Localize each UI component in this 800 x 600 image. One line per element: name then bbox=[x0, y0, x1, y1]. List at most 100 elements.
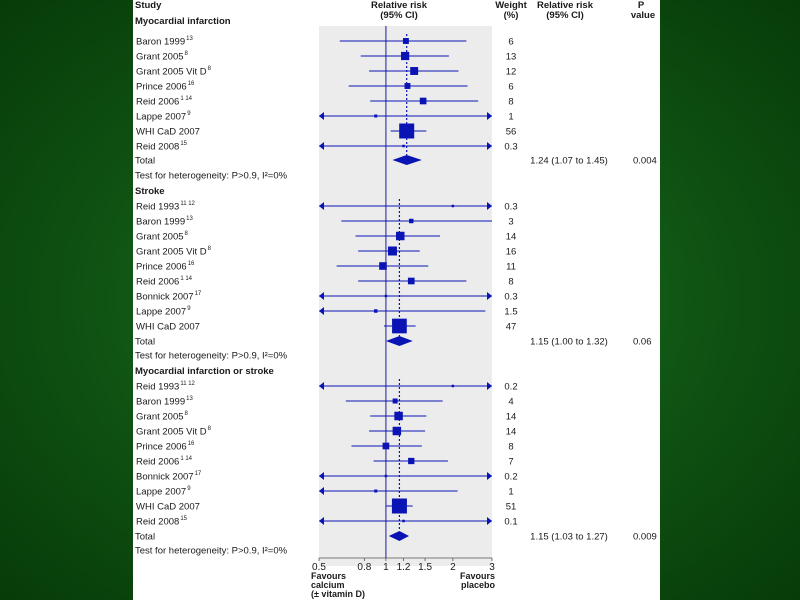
section-title: Myocardial infarction bbox=[135, 16, 231, 27]
total-label: Total bbox=[135, 337, 155, 348]
favours-left-line1: Favours bbox=[311, 571, 346, 581]
ci-arrow-left bbox=[319, 307, 324, 315]
study-name: Bonnick 2007 bbox=[136, 292, 194, 303]
study-name: Reid 2006 bbox=[136, 97, 179, 108]
study-weight: 1 bbox=[508, 487, 513, 498]
study-weight: 6 bbox=[508, 82, 513, 93]
study-weight: 12 bbox=[506, 67, 517, 78]
study-marker bbox=[419, 97, 427, 105]
study-row: Lappe 2007 9 1 bbox=[136, 486, 514, 498]
study-reference: 8 bbox=[208, 66, 212, 72]
study-marker bbox=[396, 231, 405, 241]
study-marker bbox=[410, 67, 419, 75]
study-weight: 14 bbox=[506, 427, 517, 438]
study-reference: 11 12 bbox=[180, 201, 195, 207]
study-weight: 0.2 bbox=[504, 382, 517, 393]
header-study: Study bbox=[135, 0, 162, 11]
header-rrtext-line1: Relative risk bbox=[537, 0, 594, 11]
study-weight: 13 bbox=[506, 52, 517, 63]
study-weight: 8 bbox=[508, 97, 513, 108]
study-marker bbox=[391, 498, 407, 514]
study-weight: 0.1 bbox=[504, 517, 517, 528]
study-weight: 3 bbox=[508, 217, 513, 228]
study-reference: 16 bbox=[188, 261, 195, 267]
study-reference: 1 14 bbox=[180, 96, 192, 102]
study-name: Reid 2008 bbox=[136, 142, 179, 153]
ci-arrow-right bbox=[487, 112, 492, 120]
study-weight: 0.3 bbox=[504, 202, 517, 213]
study-marker bbox=[379, 262, 387, 270]
x-tick-label: 0.5 bbox=[312, 562, 326, 573]
total-label: Total bbox=[135, 156, 155, 167]
study-row: Baron 1999 13 4 bbox=[136, 396, 514, 408]
study-weight: 6 bbox=[508, 37, 513, 48]
study-reference: 9 bbox=[187, 306, 191, 312]
ci-arrow-right bbox=[487, 517, 492, 525]
study-weight: 7 bbox=[508, 457, 513, 468]
study-name: Baron 1999 bbox=[136, 217, 185, 228]
study-reference: 1 14 bbox=[180, 276, 192, 282]
study-name: Prince 2006 bbox=[136, 262, 187, 273]
favours-left-line3: (± vitamin D) bbox=[311, 589, 365, 599]
study-reference: 15 bbox=[180, 141, 187, 147]
study-name: Lappe 2007 bbox=[136, 487, 186, 498]
header-weight-line1: Weight bbox=[495, 0, 527, 11]
study-row: Reid 1993 11 12 0.2 bbox=[136, 381, 518, 393]
study-marker bbox=[407, 277, 415, 285]
study-weight: 56 bbox=[506, 127, 517, 138]
study-row: Reid 2006 1 14 8 bbox=[136, 276, 514, 288]
ci-arrow-left bbox=[319, 487, 324, 495]
header-weight-line2: (%) bbox=[504, 10, 519, 21]
study-row: Reid 1993 11 12 0.3 bbox=[136, 201, 518, 213]
study-weight: 0.3 bbox=[504, 142, 517, 153]
study-row: Grant 2005 Vit D 8 14 bbox=[136, 426, 516, 438]
x-tick-label: 3 bbox=[489, 562, 495, 573]
total-label: Total bbox=[135, 532, 155, 543]
total-rr-text: 1.24 (1.07 to 1.45) bbox=[530, 156, 608, 167]
study-reference: 8 bbox=[185, 51, 189, 57]
ci-arrow-left bbox=[319, 382, 324, 390]
heterogeneity-test: Test for heterogeneity: P>0.9, I²=0% bbox=[135, 351, 288, 362]
study-row: Grant 2005 8 14 bbox=[136, 231, 516, 243]
total-diamond bbox=[385, 336, 413, 346]
study-reference: 13 bbox=[186, 36, 193, 42]
study-reference: 9 bbox=[187, 111, 191, 117]
total-diamond bbox=[388, 531, 410, 541]
total-p-value: 0.004 bbox=[633, 156, 657, 167]
study-marker bbox=[408, 457, 415, 465]
heterogeneity-test: Test for heterogeneity: P>0.9, I²=0% bbox=[135, 171, 288, 182]
ci-arrow-right bbox=[487, 142, 492, 150]
study-name: Baron 1999 bbox=[136, 397, 185, 408]
study-marker bbox=[409, 218, 414, 224]
header-rr-line2: (95% CI) bbox=[380, 10, 417, 21]
study-weight: 0.3 bbox=[504, 292, 517, 303]
study-marker bbox=[392, 426, 402, 436]
study-weight: 4 bbox=[508, 397, 513, 408]
study-reference: 8 bbox=[208, 246, 212, 252]
total-rr-text: 1.15 (1.03 to 1.27) bbox=[530, 532, 608, 543]
study-row: Reid 2006 1 14 8 bbox=[136, 96, 514, 108]
study-name: Reid 2006 bbox=[136, 457, 179, 468]
total-p-value: 0.06 bbox=[633, 337, 652, 348]
study-row: Reid 2008 15 0.1 bbox=[136, 516, 518, 528]
study-marker bbox=[404, 83, 411, 89]
study-row: WHI CaD 2007 51 bbox=[136, 498, 516, 514]
study-weight: 0.2 bbox=[504, 472, 517, 483]
study-marker bbox=[392, 398, 398, 404]
study-row: Baron 1999 13 3 bbox=[136, 216, 514, 228]
x-tick-label: 1 bbox=[383, 562, 389, 573]
favours-right-line1: Favours bbox=[460, 571, 495, 581]
header-p-line2: value bbox=[631, 10, 655, 21]
study-reference: 9 bbox=[187, 486, 191, 492]
study-reference: 16 bbox=[188, 441, 195, 447]
study-marker bbox=[374, 489, 378, 493]
study-row: WHI CaD 2007 47 bbox=[136, 318, 516, 334]
ci-arrow-left bbox=[319, 517, 324, 525]
study-name: Grant 2005 bbox=[136, 52, 184, 63]
study-row: Baron 1999 13 6 bbox=[136, 36, 514, 48]
study-row: Lappe 2007 9 1 bbox=[136, 111, 514, 123]
ci-arrow-left bbox=[319, 472, 324, 480]
header-rrtext-line2: (95% CI) bbox=[546, 10, 583, 21]
study-name: WHI CaD 2007 bbox=[136, 322, 200, 333]
